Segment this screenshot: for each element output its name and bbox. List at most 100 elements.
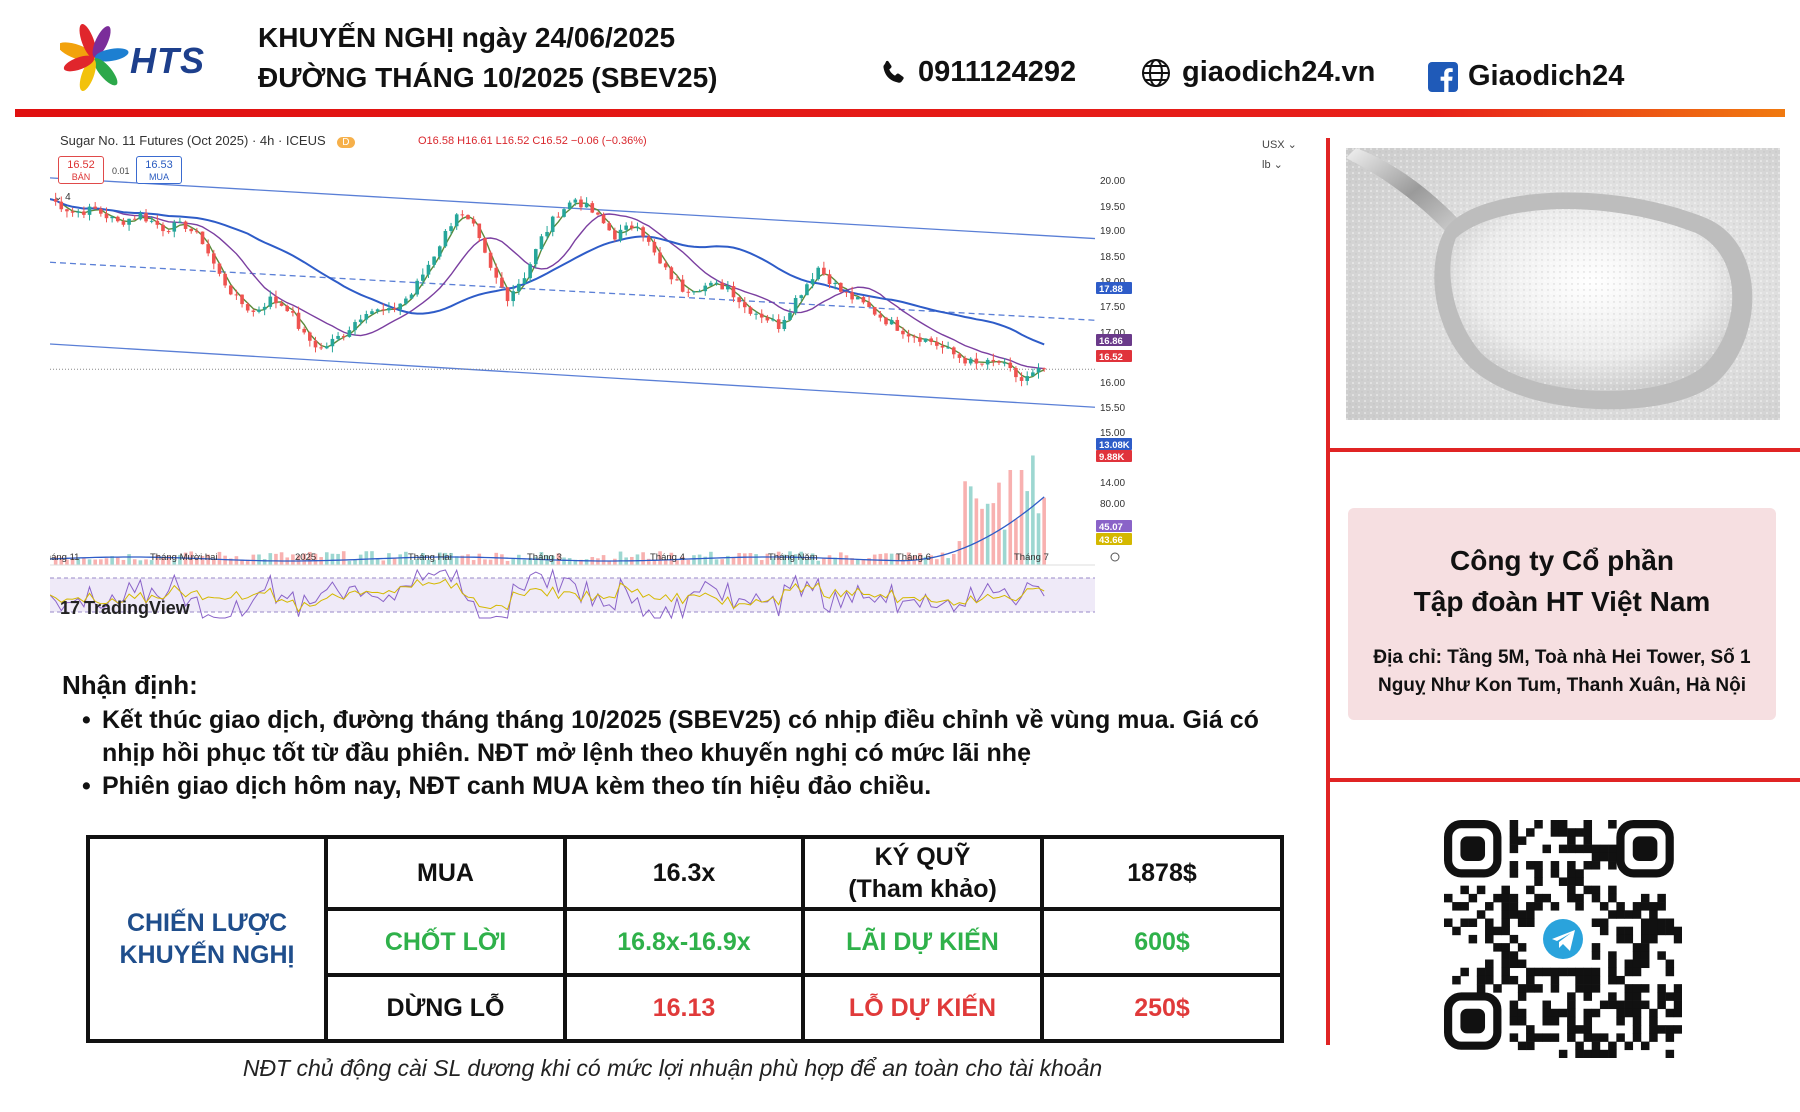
qr-module [1501,967,1510,977]
volume-bar [533,556,538,565]
volume-bar [895,554,900,565]
volume-bar [935,559,939,565]
qr-module [1616,1016,1625,1026]
qr-module [1575,967,1584,977]
qr-module [1493,943,1502,952]
indicator-toggle[interactable]: ⌄ 4 [54,192,71,203]
qr-module [1542,1000,1551,1010]
qr-module [1665,1025,1675,1034]
qr-module [1468,934,1478,944]
candle-body [861,297,866,303]
qr-module [1640,926,1650,936]
candle-body [788,312,792,320]
qr-code-graphic [1443,819,1683,1059]
x-tick-label: 2025 [295,552,316,563]
candle-body [494,267,499,278]
candle-body [833,282,837,285]
candle-body [765,317,770,321]
candle-body [477,223,482,239]
volume-bar [488,559,493,565]
qr-module [1591,1033,1601,1042]
volume-bar [200,555,205,565]
candle-body [991,359,996,362]
candle-body [776,319,781,329]
volume-bar [799,551,804,565]
candle-body [822,267,826,275]
qr-module [1526,975,1535,985]
price-chart[interactable]: 20.0019.5019.0018.5018.0017.5017.0016.00… [50,130,1310,650]
company-name: Công ty Cổ phần Tập đoàn HT Việt Nam [1348,540,1776,622]
qr-module [1624,959,1634,969]
sell-price-button[interactable]: 16.52 BÁN [58,156,104,184]
volume-bar [861,559,866,565]
qr-module [1632,992,1642,1001]
qr-module [1583,992,1593,1001]
tradingview-watermark: 17 TradingView [60,598,190,619]
candle-body [754,313,758,315]
candle-body [680,279,685,292]
qr-module [1460,967,1469,977]
website-contact[interactable]: giaodich24.vn [1140,56,1375,89]
qr-module [1542,967,1551,977]
volume-bar [274,553,278,565]
qr-module [1673,992,1683,1001]
y-tick-label: 15.50 [1100,403,1125,414]
globe-icon [1142,58,1170,87]
analysis-bullet: Kết thúc giao dịch, đường tháng tháng 10… [82,704,1312,770]
x-tick-label: Tháng 6 [896,552,931,563]
strategy-title-cell: CHIẾN LƯỢC KHUYẾN NGHỊ [86,835,328,1043]
qr-module [1501,910,1510,919]
qr-module [1509,836,1519,845]
header-divider [15,109,1785,117]
phone-contact[interactable]: 0911124292 [878,56,1076,89]
x-tick-label: Tháng 11 [50,552,79,563]
unit-select[interactable]: lb ⌄ [1262,159,1283,171]
logo-text: HTS [130,40,205,81]
qr-module [1558,844,1568,854]
chart-svg[interactable]: 20.0019.5019.0018.5018.0017.5017.0016.00… [50,130,1310,650]
price-label-tag [1096,533,1132,545]
price-label-tag [1096,520,1132,532]
buy-price-button[interactable]: 16.53 MUA [136,156,182,184]
y-tick-label: 15.00 [1100,428,1125,439]
qr-module [1542,1033,1551,1042]
chart-background [50,130,1295,650]
qr-code[interactable] [1443,819,1683,1059]
volume-bar [223,555,227,565]
candle-body [189,228,194,232]
facebook-contact[interactable]: Giaodich24 [1428,60,1624,93]
volume-bar [1031,455,1035,565]
qr-module [1657,1000,1666,1010]
qr-module [1509,934,1519,944]
candle-body [172,222,177,232]
qr-module [1485,967,1494,977]
rsi-signal-line [50,578,1045,613]
volume-bar [443,552,448,565]
tradingview-text: TradingView [84,598,190,618]
volume-bar [822,557,826,565]
qr-module [1509,828,1519,837]
volume-bar [336,553,340,565]
volume-bar [556,553,561,565]
volume-bar [511,558,515,565]
qr-module [1509,959,1519,969]
qr-module [1640,1041,1650,1051]
candle-body [641,227,645,237]
qr-module [1657,951,1666,960]
currency-select[interactable]: USX ⌄ [1262,139,1297,151]
qr-module [1468,918,1478,927]
candle-body [104,213,109,219]
qr-module [1640,918,1650,927]
candle-body [505,287,510,302]
candle-body [443,230,448,247]
qr-module [1608,959,1617,969]
sugar-spoon-image [1346,148,1780,420]
candle-body [692,291,696,293]
volume-bar [93,559,97,565]
candle-body [166,231,171,233]
qr-module [1649,918,1658,927]
candle-body [217,263,222,274]
hts-logo-mark [60,24,129,92]
candle-body [364,314,369,320]
candle-body [268,296,273,307]
